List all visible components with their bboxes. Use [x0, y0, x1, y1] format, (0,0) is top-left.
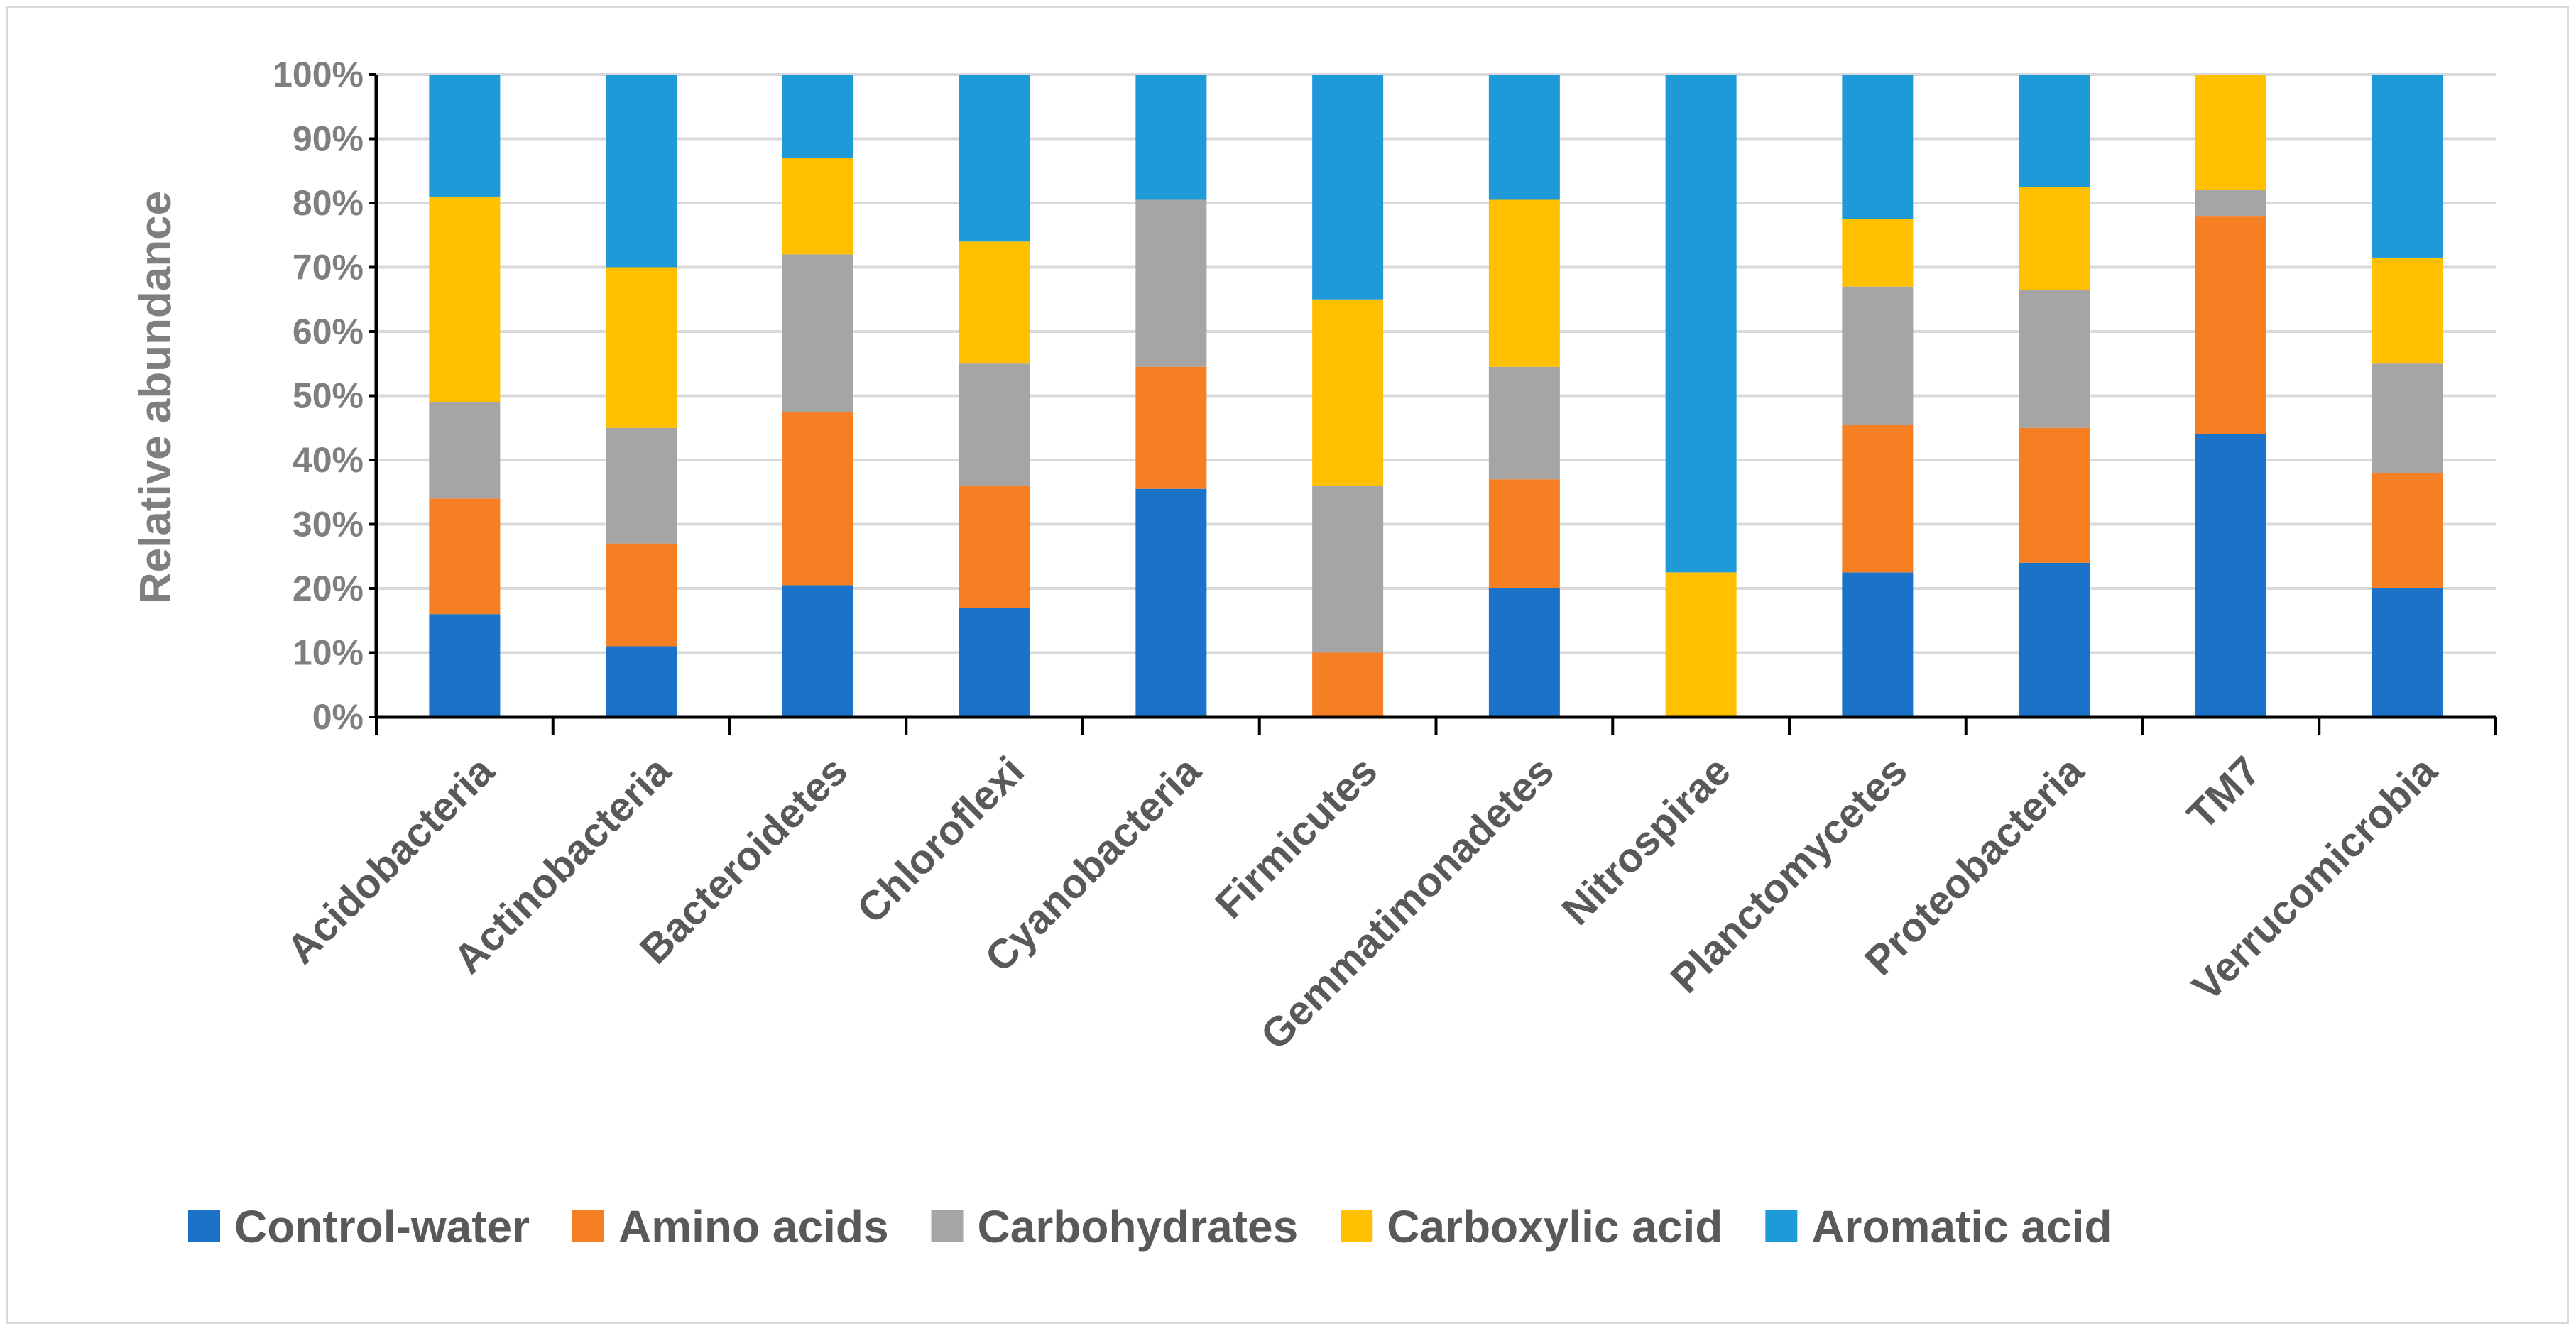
bar-segment-carbohydrates [959, 363, 1030, 486]
y-tick-label: 30% [293, 505, 364, 544]
bar-segment-carbohydrates [1488, 366, 1560, 480]
y-axis-title: Relative abundance [131, 191, 180, 604]
y-tick-label: 70% [293, 248, 364, 287]
bar-segment-control-water [2019, 562, 2090, 717]
legend-label: Amino acids [618, 1201, 889, 1252]
x-category-label: Nitrospirae [1553, 747, 1739, 933]
bar-segment-carboxylic-acid [2372, 257, 2443, 364]
y-tick-label: 40% [293, 440, 364, 480]
bar-segment-aromatic-acid [782, 75, 853, 158]
bar-segment-carbohydrates [2372, 363, 2443, 473]
y-tick-label: 80% [293, 183, 364, 223]
bar-segment-carboxylic-acid [429, 196, 501, 402]
bar-segment-aromatic-acid [2019, 75, 2090, 187]
bar-segment-carbohydrates [1842, 286, 1914, 425]
y-tick-label: 0% [312, 697, 364, 737]
bar-segment-carboxylic-acid [782, 158, 853, 255]
bar-segment-control-water [2372, 588, 2443, 717]
bar-segment-control-water [429, 614, 501, 717]
bar-segment-carboxylic-acid [1842, 219, 1914, 287]
bar-segment-amino-acids [782, 412, 853, 586]
bar-segment-carbohydrates [429, 402, 501, 499]
legend-swatch [1765, 1210, 1798, 1242]
bar-segment-carbohydrates [606, 427, 677, 544]
bar-segment-amino-acids [1312, 652, 1384, 717]
y-tick-label: 20% [293, 569, 364, 608]
bar-segment-aromatic-acid [1665, 75, 1737, 573]
bar-segment-carbohydrates [2195, 190, 2266, 217]
bar-segment-carbohydrates [1312, 486, 1384, 653]
bar-segment-control-water [782, 585, 853, 717]
bar-segment-carboxylic-acid [1312, 299, 1384, 486]
y-tick-label: 100% [273, 55, 364, 94]
bar-segment-aromatic-acid [429, 75, 501, 197]
bar-segment-carboxylic-acid [606, 267, 677, 428]
bar-segment-amino-acids [1488, 479, 1560, 588]
bar-segment-amino-acids [1842, 425, 1914, 573]
bar-segment-carboxylic-acid [1665, 572, 1737, 717]
legend-swatch [1341, 1210, 1373, 1242]
bar-segment-aromatic-acid [606, 75, 677, 268]
bar-segment-amino-acids [606, 543, 677, 647]
bar-segment-aromatic-acid [959, 75, 1030, 242]
bar-segment-amino-acids [1135, 366, 1207, 489]
bar-segment-aromatic-acid [2372, 75, 2443, 258]
bar-segment-amino-acids [429, 498, 501, 615]
gridlines [376, 73, 2496, 654]
bar-segment-carboxylic-acid [2019, 187, 2090, 290]
bars [429, 75, 2443, 717]
bar-segment-control-water [1488, 588, 1560, 717]
bar-segment-control-water [1842, 572, 1914, 717]
y-tick-labels: 0% 10% 20% 30% 40% 50% 60% 70% 80% 90% 100% [273, 55, 376, 737]
x-category-label: Chloroflexi [848, 747, 1033, 932]
bar-segment-amino-acids [959, 486, 1030, 608]
x-category-label: TM7 [2178, 747, 2269, 838]
bar-segment-carbohydrates [1135, 199, 1207, 367]
y-tick-label: 60% [293, 312, 364, 351]
legend-label: Carboxylic acid [1387, 1201, 1723, 1252]
legend-swatch [931, 1210, 964, 1242]
legend-swatch [188, 1210, 220, 1242]
bar-segment-amino-acids [2195, 216, 2266, 434]
bar-segment-carboxylic-acid [2195, 75, 2266, 190]
bar-segment-amino-acids [2372, 473, 2443, 588]
bar-segment-amino-acids [2019, 427, 2090, 563]
bar-segment-control-water [606, 646, 677, 717]
bar-segment-control-water [2195, 434, 2266, 717]
bar-segment-carbohydrates [782, 254, 853, 412]
legend-swatch [572, 1210, 604, 1242]
legend-label: Control-water [234, 1201, 530, 1252]
bar-segment-aromatic-acid [1488, 75, 1560, 200]
y-tick-label: 10% [293, 633, 364, 673]
x-category-label: Firmicutes [1206, 747, 1386, 927]
legend-label: Aromatic acid [1811, 1201, 2112, 1252]
bar-segment-carboxylic-acid [959, 241, 1030, 364]
x-category-labels: AcidobacteriaActinobacteriaBacteroidetes… [278, 747, 2446, 1059]
bar-segment-carbohydrates [2019, 290, 2090, 428]
legend-label: Carbohydrates [978, 1201, 1299, 1252]
y-tick-label: 90% [293, 119, 364, 159]
bar-segment-aromatic-acid [1842, 75, 1914, 219]
x-category-label: Gemmatimonadetes [1252, 747, 1563, 1058]
bar-segment-carboxylic-acid [1488, 199, 1560, 367]
y-tick-label: 50% [293, 376, 364, 416]
bar-segment-aromatic-acid [1135, 75, 1207, 200]
bar-segment-control-water [1135, 488, 1207, 717]
bar-segment-aromatic-acid [1312, 75, 1384, 300]
legend: Control-water Amino acids Carbohydrates Car… [188, 1201, 2112, 1252]
bar-segment-control-water [959, 608, 1030, 717]
axes [374, 75, 2497, 735]
